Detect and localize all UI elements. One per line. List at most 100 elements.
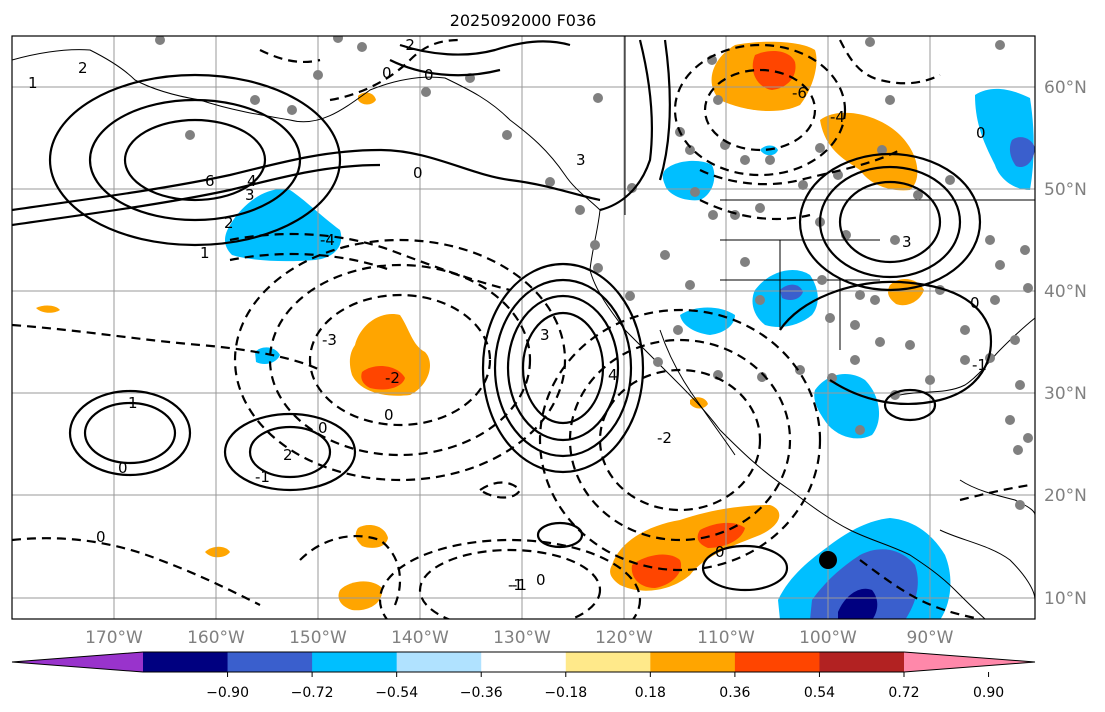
contour-label: -2 [400,36,415,54]
positive-anomaly-region [888,278,924,306]
negative-anomaly-region [680,307,735,335]
contour-label: 1 [128,394,138,412]
colorbar-extend-high [904,652,1035,672]
colorbar-tick-label: 0.90 [973,685,1004,701]
strong-negative-anomaly-region [1009,137,1035,168]
latitude-tick-label: 40°N [1044,282,1087,302]
dashed-contours [12,38,1031,619]
contour-label: 0 [970,294,980,312]
colorbar-segment [819,652,905,672]
contour-label: 3 [902,233,912,251]
colorbar-segment [396,652,482,672]
anomaly-fills [36,41,1035,619]
positive-anomaly-region [205,546,230,558]
contour-label: 3 [576,151,586,169]
negative-anomaly-region [255,347,280,364]
contour-label: -2 [657,429,672,447]
longitude-tick-label: 100°W [799,628,857,648]
colorbar-tick-label: −0.54 [375,685,418,701]
contour-label: 0 [96,528,106,546]
colorbar-tick-label: 0.72 [888,685,919,701]
colorbar-tick-label: −0.72 [291,685,334,701]
longitude-tick-label: 150°W [289,628,347,648]
longitude-tick-label: 110°W [697,628,755,648]
strong-positive-anomaly-region [697,522,745,548]
colorbar-tick-label: 0.18 [635,685,666,701]
contour-label: 2 [283,446,293,464]
longitude-tick-label: 130°W [493,628,551,648]
strong-positive-anomaly-region [752,50,796,90]
contour-label: 1 [200,244,210,262]
extreme-negative-anomaly-region [838,588,878,619]
contour-label: 4 [608,366,618,384]
colorbar-outline [11,651,1036,673]
contour-label: 0 [318,419,328,437]
longitude-tick-label: 90°W [907,628,954,648]
positive-anomaly-region [36,305,60,313]
map-frame [11,35,1036,620]
gridlines [12,36,1035,619]
contour-label: -4 [320,231,335,249]
contour-label: 3 [245,186,255,204]
latitude-axis: 60°N 50°N 40°N 30°N 20°N 10°N [1044,78,1087,609]
solid-contours [12,39,992,592]
contour-label: -6 [792,84,807,102]
colorbar-segment [565,652,651,672]
contour-label: 2 [224,214,234,232]
latitude-tick-label: 30°N [1044,384,1087,404]
location-marker [819,551,837,569]
contour-label: 6 [205,172,215,190]
contour-label: -1 [255,468,270,486]
contour-label: -1 [512,576,527,594]
contour-label: 0 [424,66,434,84]
colorbar-tick-label: −0.18 [544,685,587,701]
contour-label: 2 [78,59,88,77]
colorbar-segment [312,652,398,672]
contour-label: -4 [830,108,845,126]
colorbar-segment [481,652,567,672]
contour-label: 0 [382,64,392,82]
negative-anomaly-region [814,374,880,439]
contour-label: 0 [384,406,394,424]
colorbar-segment [143,652,229,672]
strong-positive-anomaly-region [361,366,405,390]
colorbar: −0.90 −0.72 −0.54 −0.36 −0.18 0.18 0.36 0.54 0.7… [11,651,1036,701]
colorbar-extend-low [12,652,143,672]
contour-label: -1 [972,356,987,374]
colorbar-tick-label: −0.36 [460,685,503,701]
contour-label: -2 [385,369,400,387]
colorbar-tick-label: 0.54 [804,685,835,701]
contour-label: 0 [118,459,128,477]
longitude-tick-label: 120°W [595,628,653,648]
colorbar-segment [227,652,313,672]
positive-anomaly-region [338,581,383,611]
colorbar-segment [650,652,736,672]
contour-label: 0 [976,124,986,142]
strong-positive-anomaly-region [631,554,682,588]
map-content: 2 1 6 4 3 2 1 0 -2 -3 -4 3 -2 0 -1 0 1 2… [12,36,1035,619]
colorbar-segment [734,652,820,672]
contour-label: 3 [540,326,550,344]
strong-negative-anomaly-region [780,284,803,300]
negative-anomaly-region [225,189,342,262]
latitude-tick-label: 50°N [1044,180,1087,200]
contour-labels: 2 1 6 4 3 2 1 0 -2 -3 -4 3 -2 0 -1 0 1 2… [28,36,987,594]
contour-label: 0 [536,571,546,589]
latitude-tick-label: 60°N [1044,78,1087,98]
contour-label: -3 [322,331,337,349]
colorbar-tick-label: −0.90 [206,685,249,701]
figure-title: 2025092000 F036 [450,11,597,30]
contour-label: 0 [715,543,725,561]
longitude-tick-label: 140°W [391,628,449,648]
positive-anomaly-region [355,525,388,548]
contour-label: 4 [247,172,257,190]
longitude-axis: 170°W 160°W 150°W 140°W 130°W 120°W 110°… [85,628,954,648]
colorbar-tick-label: 0.36 [719,685,750,701]
strong-negative-anomaly-region [810,549,918,619]
latitude-tick-label: 10°N [1044,589,1087,609]
positive-anomaly-region [820,112,918,191]
contour-label: 1 [28,74,38,92]
coastlines [12,36,1035,619]
contour-label: -1 [508,576,523,594]
